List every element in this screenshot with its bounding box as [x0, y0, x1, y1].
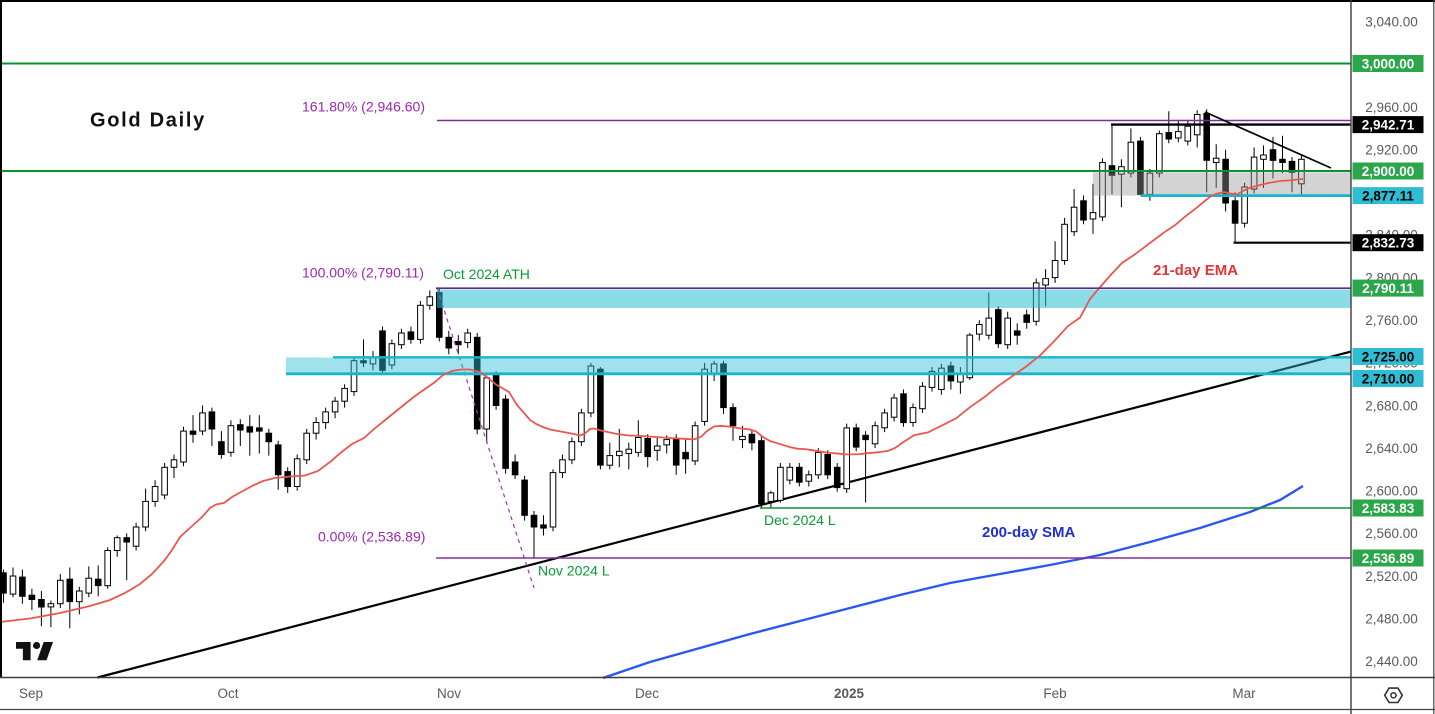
svg-text:Nov 2024 L: Nov 2024 L — [538, 563, 610, 579]
svg-text:2,900.00: 2,900.00 — [1362, 164, 1415, 179]
svg-text:Sep: Sep — [19, 686, 43, 701]
svg-text:2,710.00: 2,710.00 — [1362, 371, 1415, 386]
svg-text:0.00% (2,536.89): 0.00% (2,536.89) — [318, 529, 425, 545]
svg-text:100.00% (2,790.11): 100.00% (2,790.11) — [302, 265, 424, 281]
svg-text:2,877.11: 2,877.11 — [1362, 188, 1414, 203]
svg-text:Nov: Nov — [437, 686, 461, 701]
svg-text:2025: 2025 — [834, 686, 865, 701]
svg-text:2,942.71: 2,942.71 — [1362, 117, 1415, 132]
svg-text:3,040.00: 3,040.00 — [1365, 15, 1418, 30]
svg-text:2,520.00: 2,520.00 — [1365, 569, 1418, 584]
svg-text:2,560.00: 2,560.00 — [1365, 526, 1418, 541]
svg-text:2,920.00: 2,920.00 — [1365, 142, 1418, 157]
svg-text:Oct 2024 ATH: Oct 2024 ATH — [443, 266, 530, 282]
svg-text:Mar: Mar — [1232, 686, 1256, 701]
svg-text:2,760.00: 2,760.00 — [1365, 313, 1418, 328]
svg-text:2,536.89: 2,536.89 — [1362, 551, 1415, 566]
svg-text:Feb: Feb — [1043, 686, 1066, 701]
svg-text:Dec 2024 L: Dec 2024 L — [764, 512, 836, 528]
svg-text:2,440.00: 2,440.00 — [1365, 654, 1418, 669]
svg-text:200-day SMA: 200-day SMA — [982, 524, 1076, 541]
svg-text:2,600.00: 2,600.00 — [1365, 484, 1418, 499]
svg-text:2,960.00: 2,960.00 — [1365, 100, 1418, 115]
svg-text:Oct: Oct — [217, 686, 238, 701]
svg-text:21-day EMA: 21-day EMA — [1153, 262, 1238, 279]
svg-text:2,680.00: 2,680.00 — [1365, 398, 1418, 413]
svg-text:2,480.00: 2,480.00 — [1365, 611, 1418, 626]
svg-text:3,000.00: 3,000.00 — [1362, 56, 1415, 71]
svg-text:2,583.83: 2,583.83 — [1362, 501, 1415, 516]
svg-text:2,725.00: 2,725.00 — [1362, 349, 1415, 364]
svg-text:161.80% (2,946.60): 161.80% (2,946.60) — [302, 99, 425, 115]
svg-text:2,832.73: 2,832.73 — [1362, 236, 1415, 251]
svg-text:2,640.00: 2,640.00 — [1365, 441, 1418, 456]
svg-text:2,790.11: 2,790.11 — [1362, 281, 1414, 296]
svg-text:Dec: Dec — [635, 686, 659, 701]
svg-text:Gold Daily: Gold Daily — [90, 110, 206, 132]
